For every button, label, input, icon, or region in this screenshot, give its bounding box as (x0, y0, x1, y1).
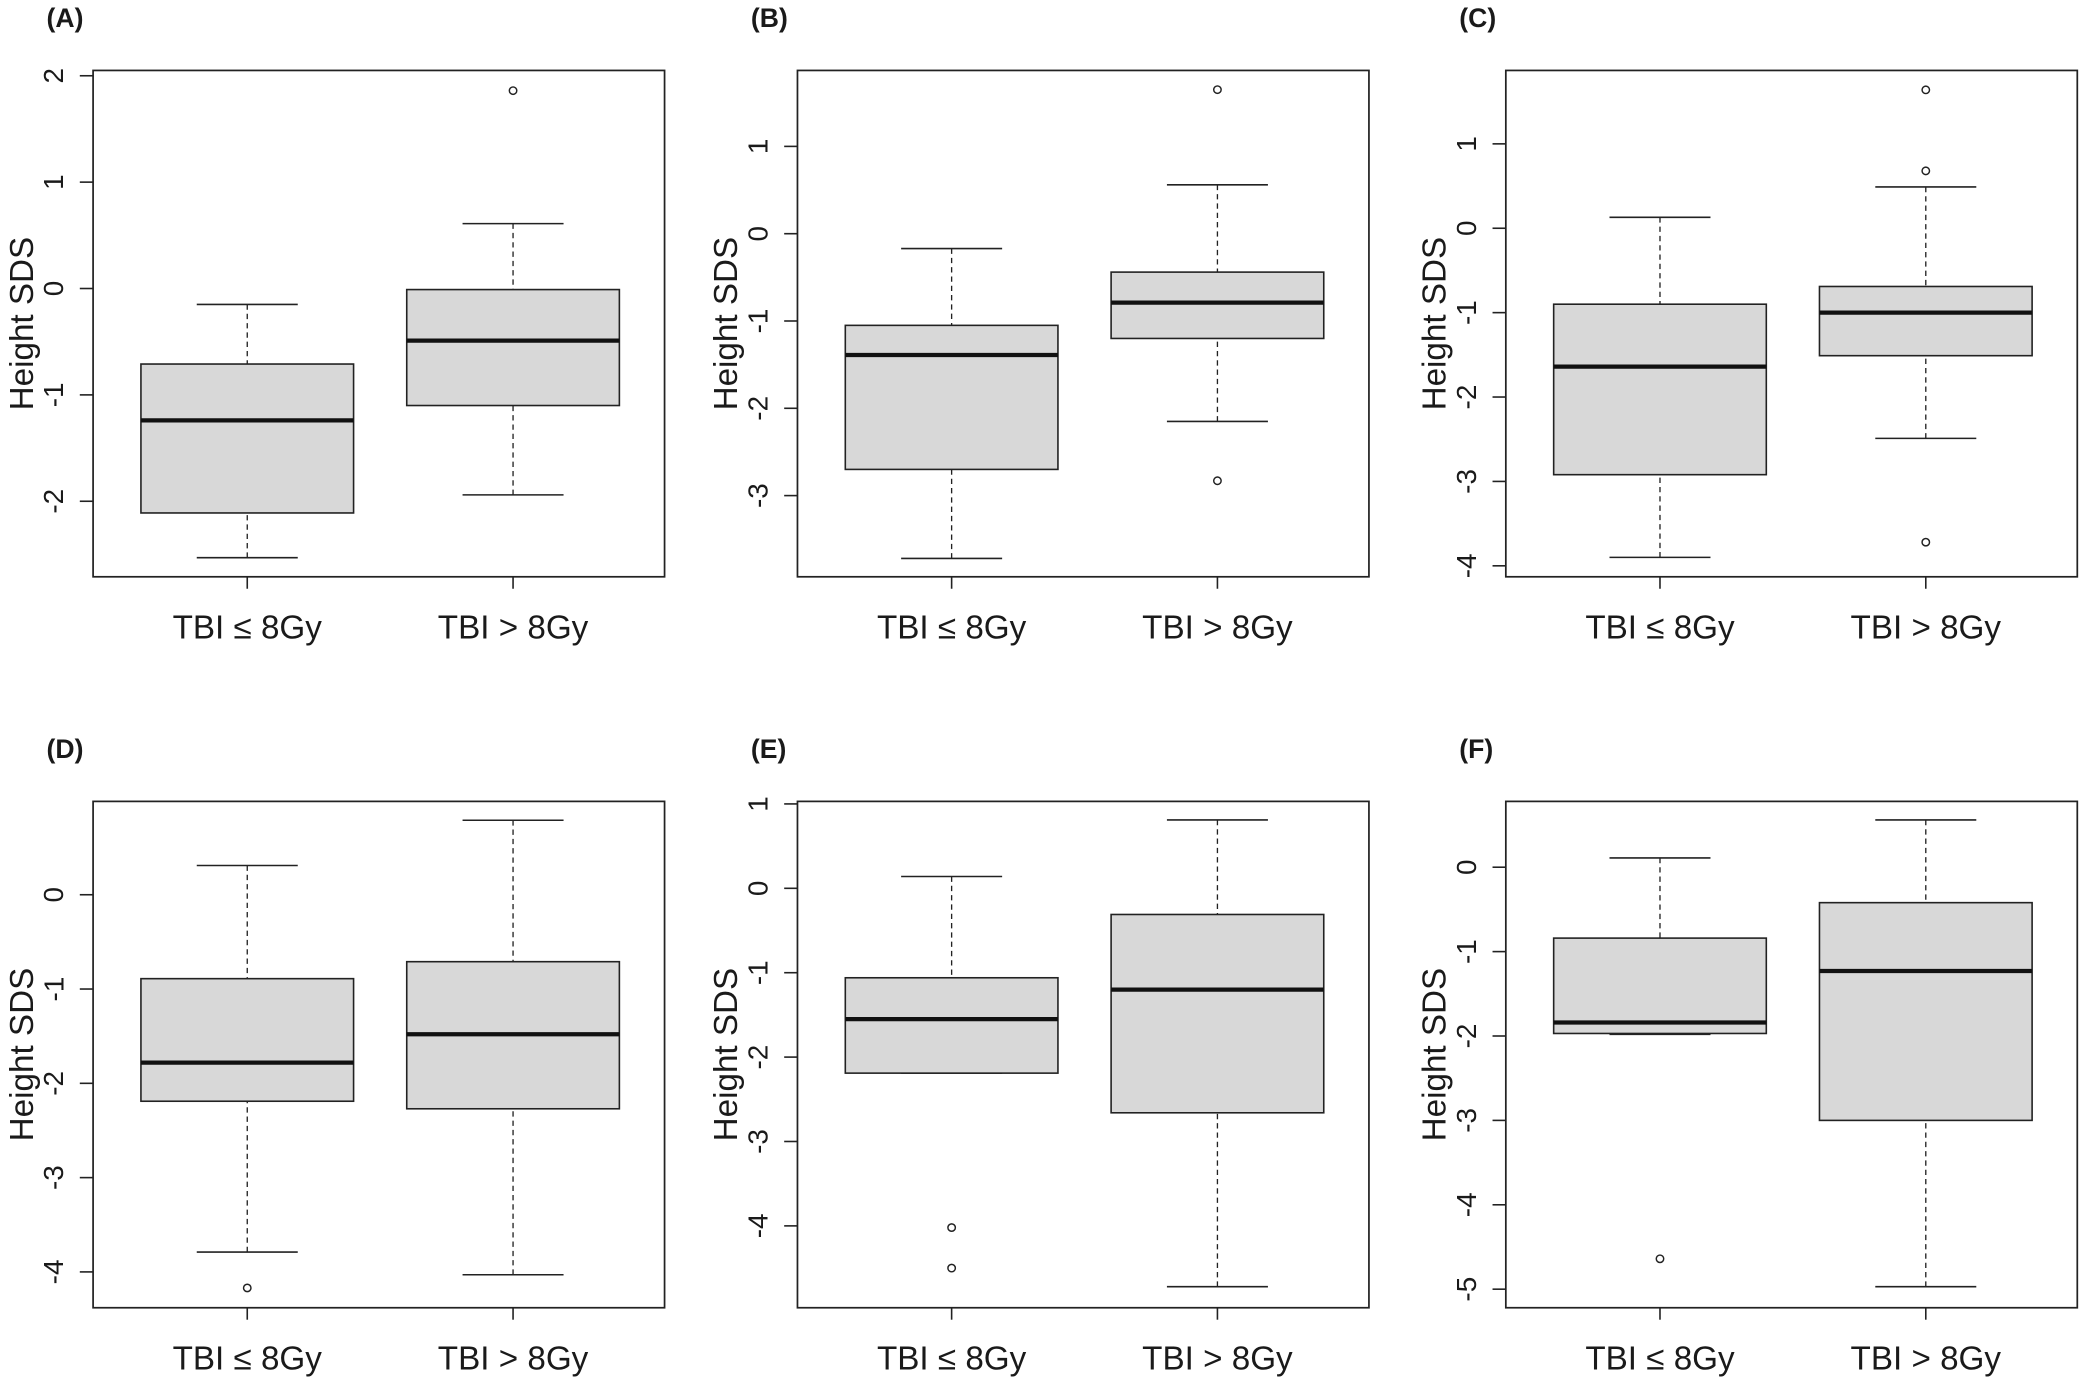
y-tick-label: -5 (1451, 1277, 1482, 1302)
panel-label: (F) (1459, 734, 1493, 764)
panel-label: (C) (1459, 3, 1496, 33)
y-tick-label: -1 (743, 960, 774, 985)
outlier (1921, 537, 1931, 547)
plot-frame (796, 69, 1370, 578)
y-tick-label: -2 (743, 396, 774, 421)
y-tick-label: -1 (1451, 300, 1482, 325)
y-tick-label: 1 (743, 796, 774, 812)
plot-frame (1504, 800, 2079, 1309)
y-tick-label: 0 (1451, 859, 1482, 875)
y-axis-label: Height SDS (4, 237, 41, 411)
panel-label: (E) (751, 734, 786, 764)
x-tick-label: TBI > 8Gy (1851, 1341, 2002, 1378)
outlier (1212, 476, 1222, 486)
outlier (1212, 85, 1222, 95)
y-tick-label: 2 (38, 68, 69, 84)
box (1552, 303, 1768, 476)
panel-label: (A) (47, 3, 84, 33)
y-tick-label: 0 (743, 226, 774, 242)
y-tick-label: -3 (1451, 469, 1482, 494)
box (844, 324, 1059, 471)
x-tick-label: TBI > 8Gy (1142, 610, 1293, 647)
y-tick-label: 1 (38, 174, 69, 190)
y-tick-label: -4 (1451, 553, 1482, 578)
x-tick-label: TBI > 8Gy (1142, 1341, 1293, 1378)
y-tick-label: -2 (38, 489, 69, 514)
x-tick-label: TBI ≤ 8Gy (877, 610, 1027, 647)
y-axis-label: Height SDS (1416, 968, 1453, 1142)
plot-frame (92, 69, 666, 578)
box (1818, 901, 2033, 1122)
y-tick-label: -2 (38, 1071, 69, 1096)
y-tick-label: -4 (38, 1260, 69, 1285)
y-tick-label: 0 (38, 887, 69, 903)
outlier (1921, 166, 1931, 176)
box (140, 977, 355, 1103)
outlier (1921, 85, 1931, 95)
panel-label: (B) (751, 3, 788, 33)
panel-label: (D) (47, 734, 84, 764)
box (1818, 285, 2033, 357)
y-tick-label: 1 (743, 139, 774, 155)
y-tick-label: -1 (743, 309, 774, 334)
y-tick-label: -3 (743, 483, 774, 508)
plot-frame (796, 800, 1370, 1309)
y-tick-label: 1 (1451, 136, 1482, 152)
y-axis-label: Height SDS (1416, 237, 1453, 411)
y-tick-label: -3 (743, 1129, 774, 1154)
y-axis-label: Height SDS (708, 968, 745, 1142)
outlier (1655, 1254, 1665, 1264)
plot-frame (92, 800, 666, 1309)
outlier (947, 1223, 957, 1233)
y-tick-label: -4 (1451, 1192, 1482, 1217)
y-tick-label: 0 (1451, 220, 1482, 236)
y-tick-label: -1 (38, 977, 69, 1002)
outlier (242, 1283, 252, 1293)
x-tick-label: TBI > 8Gy (1851, 610, 2002, 647)
y-tick-label: 0 (743, 881, 774, 897)
y-tick-label: -1 (1451, 939, 1482, 964)
x-tick-label: TBI ≤ 8Gy (877, 1341, 1027, 1378)
y-tick-label: -3 (1451, 1108, 1482, 1133)
x-tick-label: TBI > 8Gy (438, 610, 589, 647)
box (405, 288, 621, 407)
box (140, 363, 355, 514)
box (1552, 937, 1768, 1035)
x-tick-label: TBI ≤ 8Gy (1585, 1341, 1735, 1378)
y-tick-label: -3 (38, 1165, 69, 1190)
box (1110, 913, 1325, 1114)
y-tick-label: -2 (743, 1045, 774, 1070)
box (1110, 271, 1325, 340)
x-tick-label: TBI > 8Gy (438, 1341, 589, 1378)
y-tick-label: -2 (1451, 1024, 1482, 1049)
y-axis-label: Height SDS (708, 237, 745, 411)
y-tick-label: -2 (1451, 385, 1482, 410)
box (844, 976, 1059, 1074)
x-tick-label: TBI ≤ 8Gy (173, 610, 323, 647)
x-tick-label: TBI ≤ 8Gy (173, 1341, 323, 1378)
plot-frame (1504, 69, 2079, 578)
outlier (947, 1263, 957, 1273)
x-tick-label: TBI ≤ 8Gy (1585, 610, 1735, 647)
y-tick-label: -4 (743, 1213, 774, 1238)
outlier (508, 86, 518, 96)
y-tick-label: -1 (38, 382, 69, 407)
y-axis-label: Height SDS (4, 968, 41, 1142)
y-tick-label: 0 (38, 281, 69, 297)
